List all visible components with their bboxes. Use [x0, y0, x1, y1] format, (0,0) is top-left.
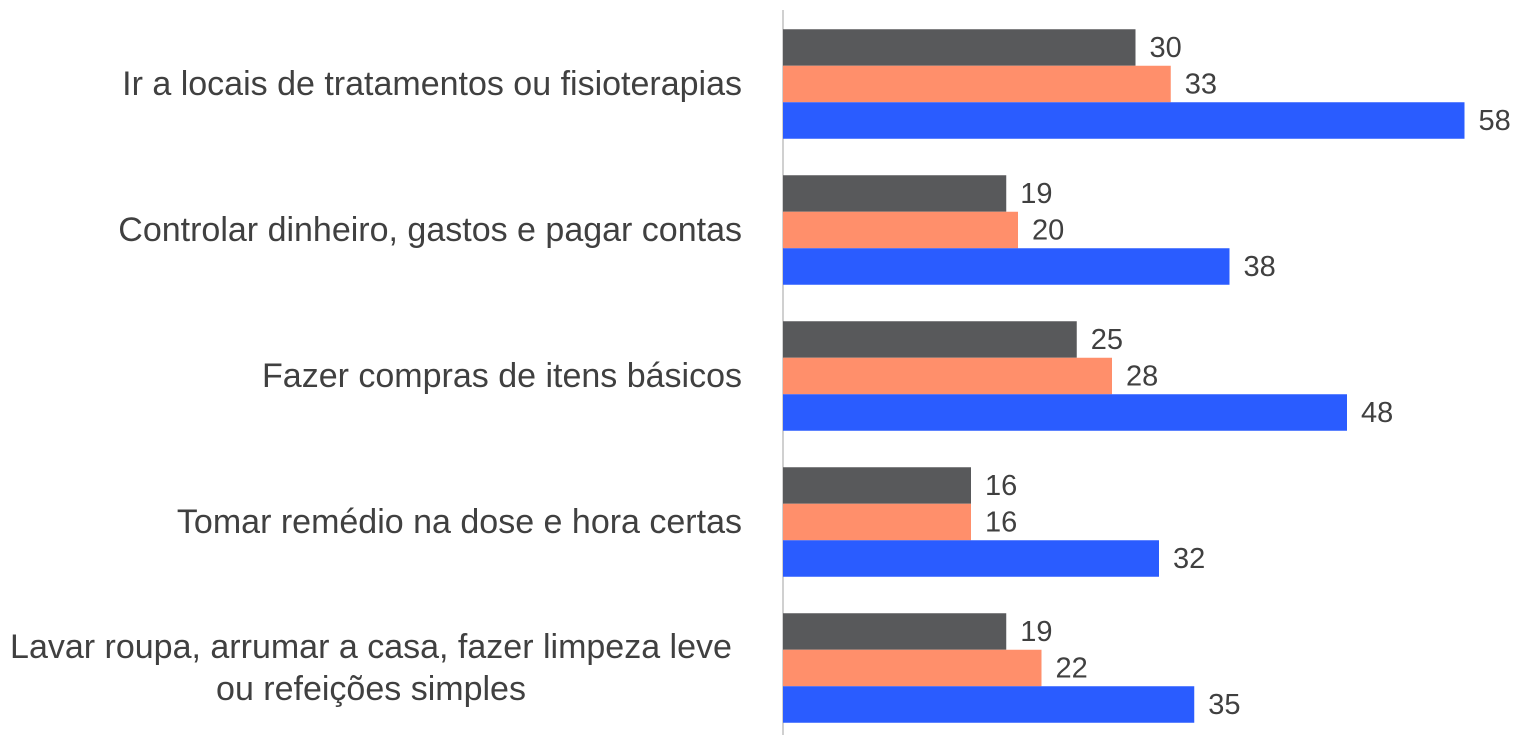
data-label: 25 — [1091, 324, 1123, 356]
data-label: 19 — [1020, 178, 1052, 210]
category-text: Ir a locais de tratamentos ou fisioterap… — [122, 65, 742, 103]
data-label: 22 — [1056, 653, 1088, 685]
data-label: 48 — [1361, 397, 1393, 429]
data-label: 38 — [1244, 251, 1276, 283]
bar — [783, 65, 1171, 103]
category-label: Lavar roupa, arrumar a casa, fazer limpe… — [0, 626, 742, 710]
data-label: 30 — [1150, 32, 1182, 64]
bar — [783, 540, 1159, 577]
bar — [783, 29, 1136, 66]
category-text: Lavar roupa, arrumar a casa, fazer limpe… — [10, 628, 732, 708]
data-label: 58 — [1479, 105, 1511, 137]
category-label: Fazer compras de itens básicos — [0, 355, 742, 397]
data-label: 33 — [1185, 69, 1217, 101]
category-label: Tomar remédio na dose e hora certas — [0, 501, 742, 543]
data-label: 16 — [985, 470, 1017, 502]
category-text: Fazer compras de itens básicos — [262, 357, 742, 395]
bar — [783, 321, 1077, 358]
bar — [783, 503, 971, 541]
bar — [783, 394, 1347, 431]
data-label: 19 — [1020, 616, 1052, 648]
bar — [783, 357, 1112, 395]
data-label: 28 — [1126, 361, 1158, 393]
bar — [783, 467, 971, 504]
data-label: 16 — [985, 507, 1017, 539]
data-label: 35 — [1208, 689, 1240, 721]
data-label: 32 — [1173, 543, 1205, 575]
category-label: Ir a locais de tratamentos ou fisioterap… — [0, 63, 742, 105]
bar — [783, 211, 1018, 249]
bar — [783, 613, 1007, 650]
bar — [783, 686, 1195, 723]
data-label: 20 — [1032, 215, 1064, 247]
category-label: Controlar dinheiro, gastos e pagar conta… — [0, 209, 742, 251]
category-text: Controlar dinheiro, gastos e pagar conta… — [118, 211, 742, 249]
bar — [783, 649, 1042, 687]
bar — [783, 102, 1465, 139]
bar — [783, 248, 1230, 285]
category-text: Tomar remédio na dose e hora certas — [176, 503, 742, 541]
bar — [783, 175, 1007, 212]
